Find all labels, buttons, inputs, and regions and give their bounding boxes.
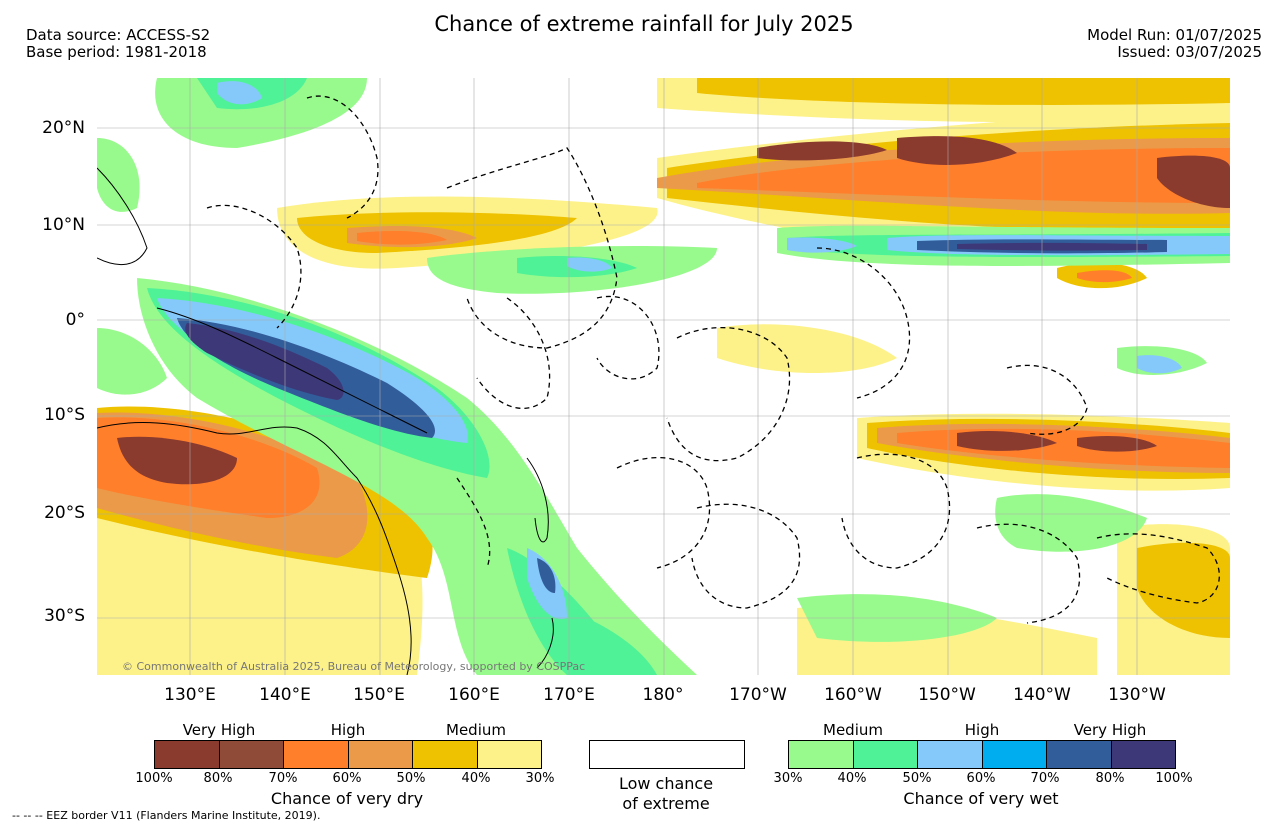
lat-label-20s: 20°S — [44, 503, 85, 523]
map-canvas — [97, 78, 1230, 675]
wet-tick: 80% — [1095, 771, 1125, 786]
wet-colorbar — [788, 740, 1176, 769]
dry-tick: 100% — [135, 771, 173, 786]
low-chance-line2: of extreme — [622, 794, 710, 813]
coastlines — [97, 167, 554, 675]
lat-label-20n: 20°N — [42, 118, 85, 138]
eez-borders — [206, 95, 1220, 624]
wet-swatch-30-40 — [789, 741, 853, 768]
lon-label-180: 180° — [642, 685, 684, 705]
wet-swatch-60-70 — [981, 741, 1046, 768]
wet-level-high: High — [964, 721, 1000, 739]
low-chance-label: Low chance of extreme — [560, 774, 772, 814]
graticule — [97, 78, 1230, 675]
wet-swatch-70-80 — [1046, 741, 1111, 768]
wet-tick: 70% — [1030, 771, 1060, 786]
lon-label-140e: 140°E — [259, 685, 311, 705]
lon-label-170e: 170°E — [543, 685, 595, 705]
dry-level-very-high: Very High — [182, 721, 256, 739]
dry-swatch-50-40 — [412, 741, 477, 768]
dry-colorbar — [154, 740, 542, 769]
meta-left: Data source: ACCESS-S2 Base period: 1981… — [26, 27, 210, 61]
wet-level-very-high: Very High — [1073, 721, 1147, 739]
dry-swatch-100-80 — [155, 741, 219, 768]
dry-swatch-80-70 — [218, 741, 283, 768]
low-chance-swatch — [589, 740, 745, 769]
meta-right: Model Run: 01/07/2025 Issued: 03/07/2025 — [1087, 27, 1262, 61]
lon-label-130e: 130°E — [164, 685, 216, 705]
wet-swatch-50-60 — [917, 741, 982, 768]
dry-tick: 40% — [461, 771, 491, 786]
wet-tick: 40% — [837, 771, 867, 786]
wet-level-medium: Medium — [823, 721, 883, 739]
dry-tick: 50% — [396, 771, 426, 786]
dry-level-high: High — [330, 721, 366, 739]
wet-tick: 100% — [1155, 771, 1193, 786]
lon-label-150e: 150°E — [353, 685, 405, 705]
dry-legend-title: Chance of very dry — [270, 789, 424, 808]
dry-tick: 60% — [332, 771, 362, 786]
wet-extreme-areas — [185, 242, 1147, 400]
data-source-text: Data source: ACCESS-S2 — [26, 26, 211, 44]
dry-swatch-60-50 — [347, 741, 412, 768]
lat-label-30s: 30°S — [44, 606, 85, 626]
lat-label-10n: 10°N — [42, 215, 85, 235]
lon-label-140w: 140°W — [1013, 685, 1071, 705]
eez-footnote: -- -- -- EEZ border V11 (Flanders Marine… — [12, 809, 321, 822]
lat-label-0: 0° — [65, 310, 85, 330]
model-run-text: Model Run: 01/07/2025 — [1087, 26, 1262, 44]
wet-swatch-40-50 — [852, 741, 917, 768]
lon-label-170w: 170°W — [729, 685, 787, 705]
lon-label-160e: 160°E — [448, 685, 500, 705]
dry-tick: 70% — [268, 771, 298, 786]
low-chance-line1: Low chance — [618, 774, 714, 793]
wet-tick: 30% — [773, 771, 803, 786]
lon-label-130w: 130°W — [1108, 685, 1166, 705]
wet-tick: 60% — [966, 771, 996, 786]
dry-tick: 80% — [203, 771, 233, 786]
dry-very-high-areas — [117, 136, 1230, 485]
copyright-text: © Commonwealth of Australia 2025, Bureau… — [122, 660, 586, 673]
wet-tick: 50% — [902, 771, 932, 786]
map-title: Chance of extreme rainfall for July 2025 — [434, 12, 854, 36]
base-period-text: Base period: 1981-2018 — [26, 43, 207, 61]
dry-level-medium: Medium — [446, 721, 506, 739]
lon-label-160w: 160°W — [824, 685, 882, 705]
wet-legend-title: Chance of very wet — [903, 789, 1059, 808]
dry-tick: 30% — [525, 771, 555, 786]
dry-swatch-40-30 — [476, 741, 541, 768]
wet-swatch-80-100 — [1110, 741, 1175, 768]
rainfall-map — [97, 78, 1230, 675]
lat-label-10s: 10°S — [44, 405, 85, 425]
lon-label-150w: 150°W — [918, 685, 976, 705]
dry-swatch-70-60 — [283, 741, 348, 768]
issued-text: Issued: 03/07/2025 — [1117, 43, 1262, 61]
